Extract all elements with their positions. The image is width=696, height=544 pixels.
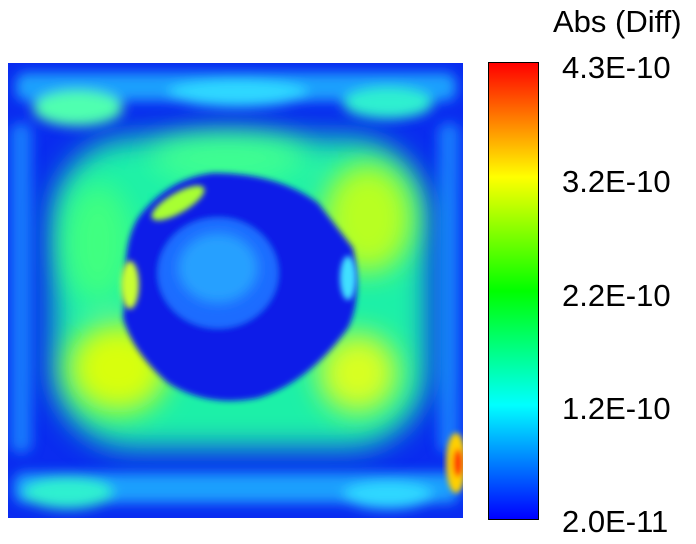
colorbar-tick-label: 3.2E-10	[562, 164, 671, 199]
colorbar-tick-label: 2.0E-11	[562, 504, 669, 539]
colorbar-tick-label: 4.3E-10	[562, 50, 671, 85]
circle-inner-glow	[178, 233, 258, 303]
heatmap-plot	[8, 63, 463, 518]
green-highlights	[63, 133, 413, 413]
colorbar-tick-label: 2.2E-10	[562, 278, 671, 313]
colorbar-title: Abs (Diff)	[553, 4, 682, 39]
outer-band	[10, 73, 460, 509]
right-edge-hot-spot	[446, 433, 463, 493]
colorbar	[488, 62, 539, 520]
colorbar-tick-label: 1.2E-10	[562, 391, 671, 426]
circle-edge-spots	[121, 185, 356, 309]
